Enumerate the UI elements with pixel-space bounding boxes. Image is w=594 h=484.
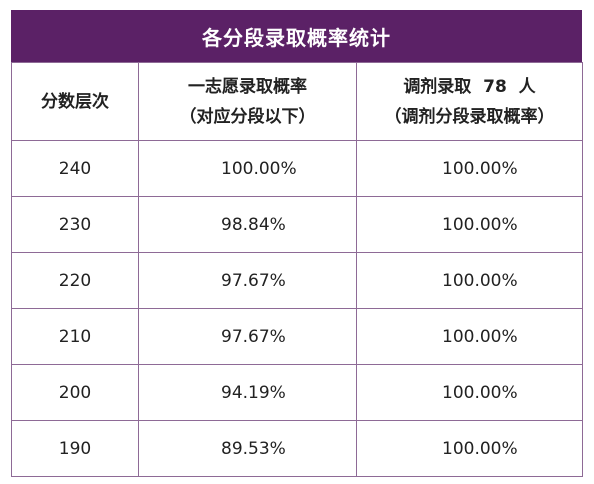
table-title: 各分段录取概率统计	[11, 10, 582, 62]
score-cell: 190	[11, 420, 139, 477]
transfer-cell: 100.00%	[356, 420, 583, 477]
table-row: 230 98.84% 100.00%	[11, 196, 583, 253]
first-choice-cell: 100.00%	[138, 140, 357, 197]
table-row: 220 97.67% 100.00%	[11, 252, 583, 309]
header-first-choice-line1: 一志愿录取概率	[188, 76, 307, 97]
score-cell: 230	[11, 196, 139, 253]
first-choice-cell: 94.19%	[138, 364, 357, 421]
transfer-cell: 100.00%	[356, 140, 583, 197]
score-cell: 240	[11, 140, 139, 197]
header-transfer-count: 78	[483, 76, 507, 97]
transfer-cell: 100.00%	[356, 252, 583, 309]
header-first-choice: 一志愿录取概率 （对应分段以下）	[138, 62, 357, 141]
table-row: 210 97.67% 100.00%	[11, 308, 583, 365]
header-first-choice-line2: （对应分段以下）	[179, 106, 316, 127]
table-row: 200 94.19% 100.00%	[11, 364, 583, 421]
header-transfer-line2: （调剂分段录取概率）	[384, 106, 555, 127]
transfer-cell: 100.00%	[356, 196, 583, 253]
header-row: 分数层次 一志愿录取概率 （对应分段以下） 调剂录取 78 人 （调剂分段录取概…	[11, 62, 583, 141]
score-cell: 220	[11, 252, 139, 309]
transfer-cell: 100.00%	[356, 364, 583, 421]
first-choice-cell: 89.53%	[138, 420, 357, 477]
header-transfer-prefix: 调剂录取	[403, 76, 472, 97]
header-transfer-suffix: 人	[518, 76, 536, 97]
first-choice-cell: 97.67%	[138, 252, 357, 309]
table-row: 240 100.00% 100.00%	[11, 140, 583, 197]
header-score: 分数层次	[11, 62, 139, 141]
table-row: 190 89.53% 100.00%	[11, 420, 583, 477]
score-cell: 200	[11, 364, 139, 421]
transfer-cell: 100.00%	[356, 308, 583, 365]
first-choice-cell: 97.67%	[138, 308, 357, 365]
first-choice-cell: 98.84%	[138, 196, 357, 253]
header-transfer: 调剂录取 78 人 （调剂分段录取概率）	[356, 62, 583, 141]
score-cell: 210	[11, 308, 139, 365]
stats-table-container: 各分段录取概率统计 分数层次 一志愿录取概率 （对应分段以下） 调剂录取 78 …	[11, 10, 583, 477]
stats-table: 分数层次 一志愿录取概率 （对应分段以下） 调剂录取 78 人 （调剂分段录取概…	[11, 62, 583, 477]
header-transfer-line1: 调剂录取 78 人	[357, 72, 582, 102]
